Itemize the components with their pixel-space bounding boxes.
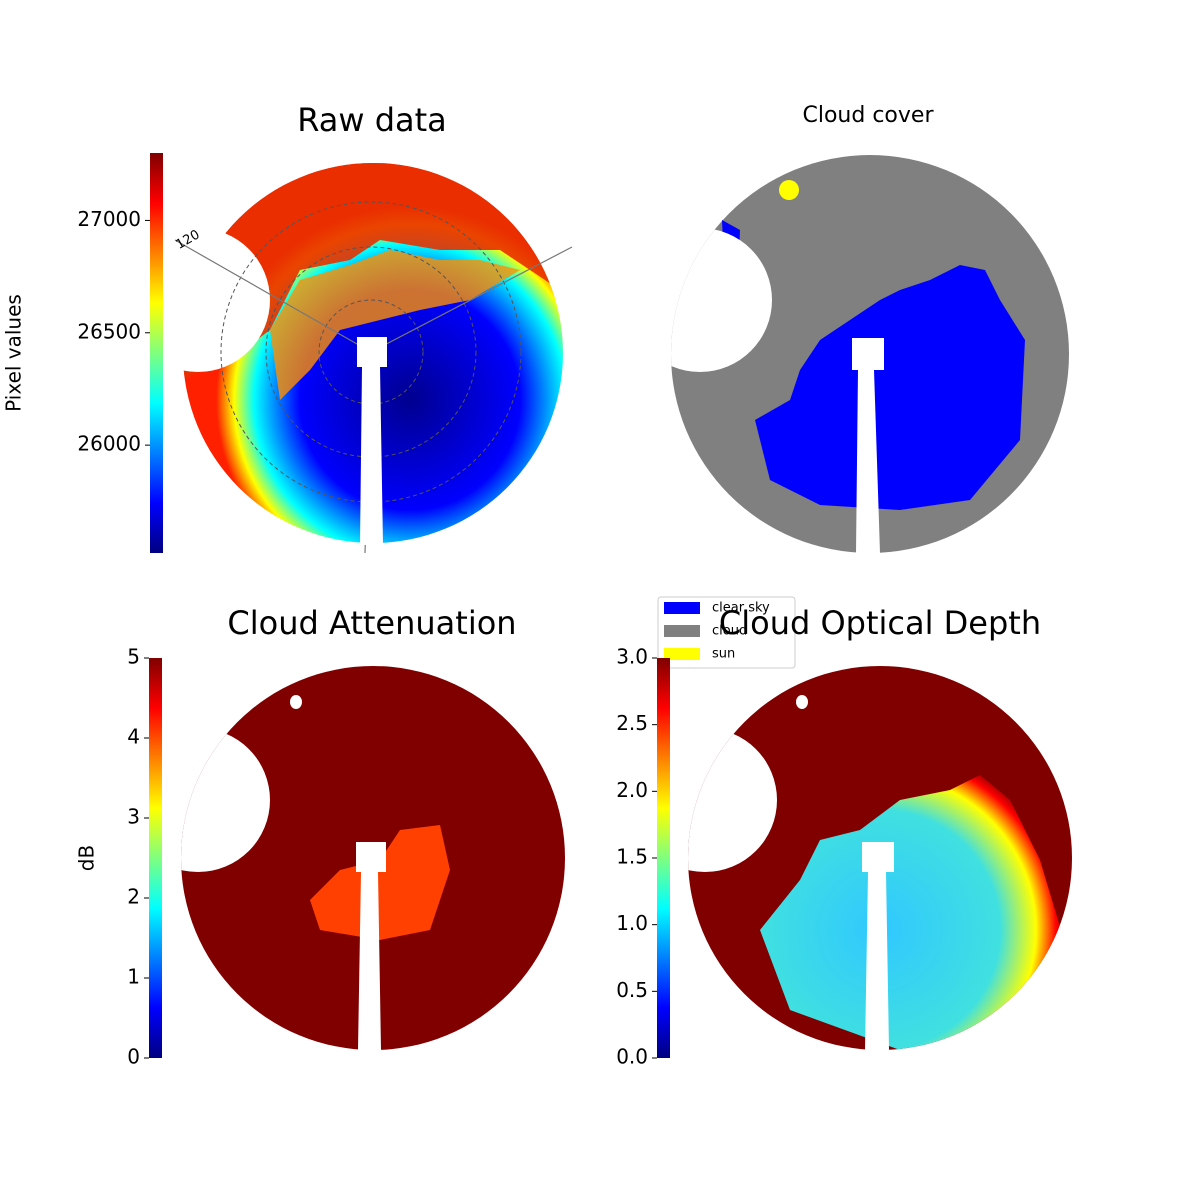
optical-depth-image bbox=[688, 666, 1072, 1050]
chart-title: Raw data bbox=[297, 101, 447, 139]
colorbar-tick-label: 4 bbox=[127, 725, 140, 749]
colorbar-tick-label: 3 bbox=[127, 805, 140, 829]
colorbar-label: dB bbox=[75, 845, 99, 871]
legend-label: clear sky bbox=[712, 601, 770, 616]
colorbar-tick-label: 27000 bbox=[77, 207, 141, 231]
colorbar-tick-label: 3.0 bbox=[616, 645, 648, 669]
colorbar bbox=[150, 153, 163, 553]
chart-title: Cloud cover bbox=[803, 103, 935, 128]
cloud-cover-image bbox=[671, 155, 1069, 553]
colorbar-tick-label: 1.5 bbox=[616, 845, 648, 869]
colorbar-tick-label: 0.0 bbox=[616, 1045, 648, 1069]
chart-title: Cloud Attenuation bbox=[227, 604, 516, 642]
colorbar-tick-label: 1 bbox=[127, 965, 140, 989]
colorbar-tick-label: 5 bbox=[127, 645, 140, 669]
raw-image bbox=[126, 163, 573, 554]
chart-title: Cloud Optical Depth bbox=[719, 604, 1041, 642]
colorbar-tick-label: 0 bbox=[127, 1045, 140, 1069]
colorbar bbox=[657, 658, 670, 1058]
colorbar-tick-label: 26000 bbox=[77, 432, 141, 456]
colorbar-tick-label: 1.0 bbox=[616, 911, 648, 935]
legend-label: cloud bbox=[712, 624, 747, 639]
attenuation-image bbox=[181, 666, 565, 1050]
legend-swatch bbox=[664, 602, 700, 614]
legend-label: sun bbox=[712, 647, 735, 662]
colorbar-tick-label: 2 bbox=[127, 885, 140, 909]
colorbar-tick-label: 2.0 bbox=[616, 778, 648, 802]
legend-swatch bbox=[664, 625, 700, 637]
legend-swatch bbox=[664, 648, 700, 660]
colorbar bbox=[149, 658, 162, 1058]
colorbar-label: Pixel values bbox=[2, 294, 26, 412]
colorbar-tick-label: 2.5 bbox=[616, 711, 648, 735]
colorbar-tick-label: 0.5 bbox=[616, 978, 648, 1002]
colorbar-tick-label: 26500 bbox=[77, 319, 141, 343]
